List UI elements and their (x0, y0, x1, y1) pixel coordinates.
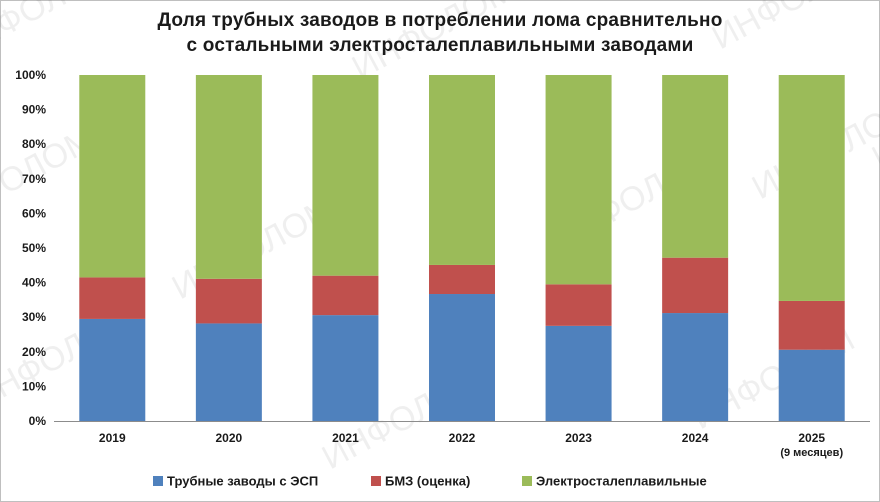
chart-title-line-2: с остальными электросталеплавильными зав… (186, 35, 694, 56)
y-tick-label: 80% (22, 137, 46, 151)
chart-title: Доля трубных заводов в потреблении лома … (0, 8, 880, 58)
legend-swatch (153, 476, 163, 486)
bar-segment-3 (195, 75, 262, 279)
y-tick-label: 90% (22, 103, 46, 117)
bar-segment-3 (429, 75, 495, 265)
legend-swatch (371, 476, 381, 486)
x-tick-label: 2022 (449, 431, 476, 445)
x-tick-sublabel: (9 месяцев) (780, 447, 843, 459)
legend-label: Электросталеплавильные (536, 474, 707, 489)
x-tick-label: 2025 (798, 431, 825, 445)
bar-segment-1 (195, 323, 262, 421)
bar-segment-1 (545, 325, 612, 421)
y-tick-label: 0% (29, 414, 47, 428)
y-tick-label: 100% (15, 68, 46, 82)
legend-swatch (522, 476, 532, 486)
watermark-text: ИНФОЛОМ (0, 0, 121, 67)
x-tick-label: 2023 (565, 431, 592, 445)
x-tick-label: 2021 (332, 431, 359, 445)
x-tick-label: 2020 (216, 431, 243, 445)
bar-segment-1 (778, 349, 845, 421)
y-tick-label: 50% (22, 241, 46, 255)
watermark-text: ИНФОЛОМ (346, 0, 521, 87)
bar-segment-1 (662, 313, 729, 421)
legend: Трубные заводы с ЭСП БМЗ (оценка) Электрос… (153, 474, 707, 489)
y-tick-label: 20% (22, 345, 46, 359)
y-axis: 0% 10% 20% 30% 40% 50% 60% 70% 80% 90% 100% (15, 68, 46, 428)
bar-segment-1 (312, 315, 379, 421)
legend-label: БМЗ (оценка) (385, 474, 470, 489)
chart-title-line-1: Доля трубных заводов в потреблении лома … (157, 10, 723, 31)
bar-segment-2 (79, 277, 146, 319)
y-tick-label: 10% (22, 379, 46, 393)
bar-segment-2 (778, 300, 845, 350)
bars (79, 75, 845, 421)
x-tick-label: 2019 (99, 431, 126, 445)
x-axis: 2019 2020 2021 2022 2023 2024 2025 (9 месяцев) (54, 421, 870, 459)
bar-segment-2 (312, 275, 379, 316)
bar-segment-2 (545, 284, 612, 326)
watermark-text: ИНФОЛОМ (706, 0, 880, 57)
bar-segment-2 (195, 278, 262, 324)
y-tick-label: 30% (22, 310, 46, 324)
bar-segment-3 (312, 75, 379, 276)
bar-segment-1 (429, 294, 495, 421)
x-tick-label: 2024 (682, 431, 709, 445)
y-tick-label: 70% (22, 172, 46, 186)
bar-segment-3 (778, 75, 845, 301)
bar-segment-3 (545, 75, 612, 285)
bar-segment-2 (662, 257, 729, 314)
legend-label: Трубные заводы с ЭСП (167, 474, 318, 489)
y-tick-label: 60% (22, 206, 46, 220)
bar-segment-3 (662, 75, 729, 258)
y-tick-label: 40% (22, 276, 46, 290)
bar-segment-3 (79, 75, 146, 278)
bar-segment-1 (79, 318, 146, 421)
bar-segment-2 (429, 264, 495, 295)
